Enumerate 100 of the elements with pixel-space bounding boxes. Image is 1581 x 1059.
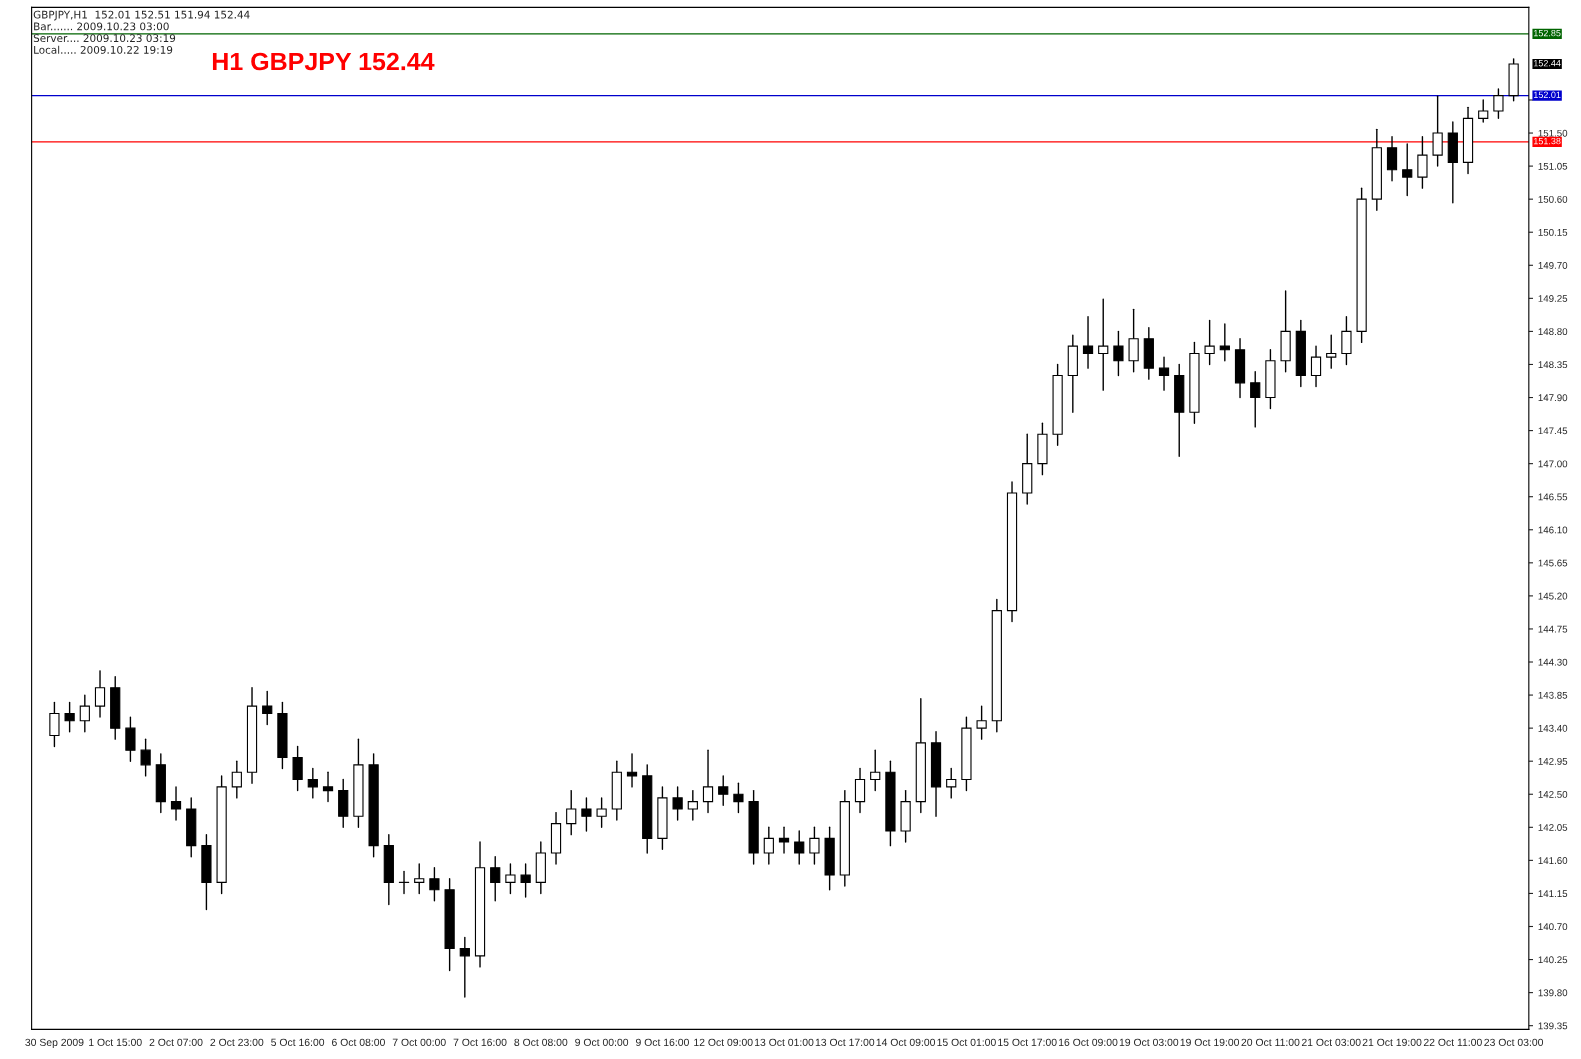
x-tick-label: 23 Oct 03:00: [1484, 1038, 1544, 1047]
candlestick: [566, 789, 577, 836]
candlestick: [140, 738, 151, 777]
candlestick: [322, 771, 334, 803]
y-tick-label: 142.05: [1538, 824, 1568, 831]
y-tick-label: 142.50: [1538, 790, 1568, 798]
candlestick: [231, 760, 242, 799]
candlestick: [490, 856, 501, 902]
candlestick: [763, 826, 774, 865]
x-tick-label: 21 Oct 19:00: [1362, 1038, 1422, 1047]
y-tick-label: 147.90: [1538, 394, 1568, 402]
candlestick: [94, 670, 106, 718]
candlestick: [170, 786, 182, 821]
y-tick-label: 148.35: [1538, 361, 1568, 369]
candlestick: [672, 786, 683, 821]
candlestick: [1478, 99, 1489, 123]
x-tick-label: 13 Oct 01:00: [755, 1038, 814, 1047]
x-tick-label: 9 Oct 16:00: [635, 1038, 689, 1047]
x-tick-label: 14 Oct 09:00: [876, 1038, 936, 1047]
y-tick-label: 149.70: [1538, 262, 1568, 269]
y-tick-label: 151.50: [1538, 129, 1568, 137]
candlestick: [292, 745, 303, 792]
y-tick-label: 151.05: [1538, 162, 1568, 170]
candlestick: [1098, 298, 1109, 391]
x-tick-label: 19 Oct 03:00: [1119, 1038, 1179, 1047]
y-tick-label: 150.15: [1538, 228, 1568, 236]
text: H1 GBPJPY 152.44: [212, 52, 435, 71]
x-tick-label: 20 Oct 11:00: [1241, 1038, 1300, 1047]
x-tick-label: 16 Oct 09:00: [1059, 1038, 1118, 1047]
ref-line-label: 151.38: [1534, 137, 1561, 145]
candlestick: [778, 826, 790, 854]
candlestick: [854, 767, 866, 814]
candlestick: [702, 749, 714, 814]
candlestick: [626, 753, 638, 788]
candlestick: [414, 863, 425, 895]
candlestick: [1326, 334, 1337, 369]
x-tick-label: 21 Oct 03:00: [1301, 1038, 1361, 1047]
y-tick-label: 149.25: [1538, 295, 1568, 302]
y-tick-label: 143.40: [1538, 724, 1568, 732]
candlestick: [1158, 356, 1170, 391]
annotation: Server.... 2009.10.23 03:19: [33, 34, 176, 43]
x-tick-label: 5 Oct 16:00: [271, 1038, 325, 1047]
candlestick: [64, 701, 75, 733]
x-tick-label: 6 Oct 08:00: [332, 1038, 385, 1047]
text: 152.44: [1534, 60, 1561, 67]
candlestick: [794, 830, 805, 865]
y-tick-label: 147.45: [1538, 427, 1568, 435]
y-tick-label: 145.20: [1538, 592, 1568, 600]
candlestick: [870, 749, 881, 792]
x-tick-label: 8 Oct 08:00: [514, 1038, 568, 1047]
x-tick-label: 15 Oct 17:00: [998, 1038, 1057, 1047]
candlestick: [1219, 323, 1230, 362]
candlestick: [733, 782, 744, 814]
candlestick: [1128, 308, 1139, 373]
y-tick-label: 150.60: [1538, 195, 1568, 203]
ref-line-label: 152.85: [1534, 29, 1561, 37]
y-tick-label: 141.60: [1538, 857, 1568, 864]
y-tick-label: 145.65: [1538, 559, 1568, 567]
candlestick: [1310, 345, 1322, 388]
candlestick: [79, 694, 90, 733]
candlestick: [1250, 371, 1261, 428]
ref-line-label: 152.01: [1534, 91, 1561, 98]
x-tick-label: 2 Oct 07:00: [149, 1038, 203, 1047]
candlestick: [1113, 330, 1124, 377]
y-tick-label: 146.10: [1538, 526, 1568, 534]
x-tick-label: 7 Oct 16:00: [453, 1038, 507, 1047]
y-tick-label: 146.55: [1538, 493, 1568, 501]
y-tick-label: 144.75: [1538, 625, 1568, 633]
annotation: GBPJPY,H1 152.01 152.51 151.94 152.44: [33, 10, 250, 21]
candlestick: [1417, 136, 1428, 189]
y-tick-label: 144.30: [1538, 658, 1568, 666]
candlestick: [809, 826, 820, 865]
annotation: Local..... 2009.10.22 19:19: [34, 45, 173, 54]
candlestick: [307, 767, 318, 799]
y-tick-label: 140.25: [1538, 956, 1568, 964]
candlestick: [946, 767, 957, 799]
candlestick: [1082, 316, 1094, 369]
y-tick-label: 139.80: [1538, 989, 1568, 997]
x-tick-label: 7 Oct 00:00: [392, 1038, 446, 1047]
candlestick: [687, 789, 698, 821]
x-tick-label: 15 Oct 01:00: [937, 1038, 996, 1047]
y-tick-label: 147.00: [1538, 460, 1568, 468]
candlestick: [718, 775, 729, 806]
y-tick-label: 142.95: [1538, 757, 1568, 765]
x-tick-label: 2 Oct 23:00: [210, 1038, 264, 1047]
candlestick: [1432, 95, 1443, 167]
candlestick: [1204, 319, 1215, 366]
y-tick-label: 148.80: [1538, 328, 1568, 336]
y-tick-label: 143.85: [1538, 691, 1568, 699]
candlestick: [581, 797, 592, 832]
candlestick: [976, 705, 987, 740]
candlestick: [1386, 136, 1398, 182]
candlestick: [505, 863, 516, 895]
candlestick: [1402, 143, 1413, 197]
candlestick: [262, 690, 273, 726]
y-tick-label: 139.35: [1538, 1022, 1568, 1030]
candlestick: [596, 797, 607, 829]
candlestick: [429, 867, 440, 902]
x-tick-label: 1 Oct 15:00: [89, 1038, 142, 1047]
candlestick: [1493, 88, 1504, 120]
